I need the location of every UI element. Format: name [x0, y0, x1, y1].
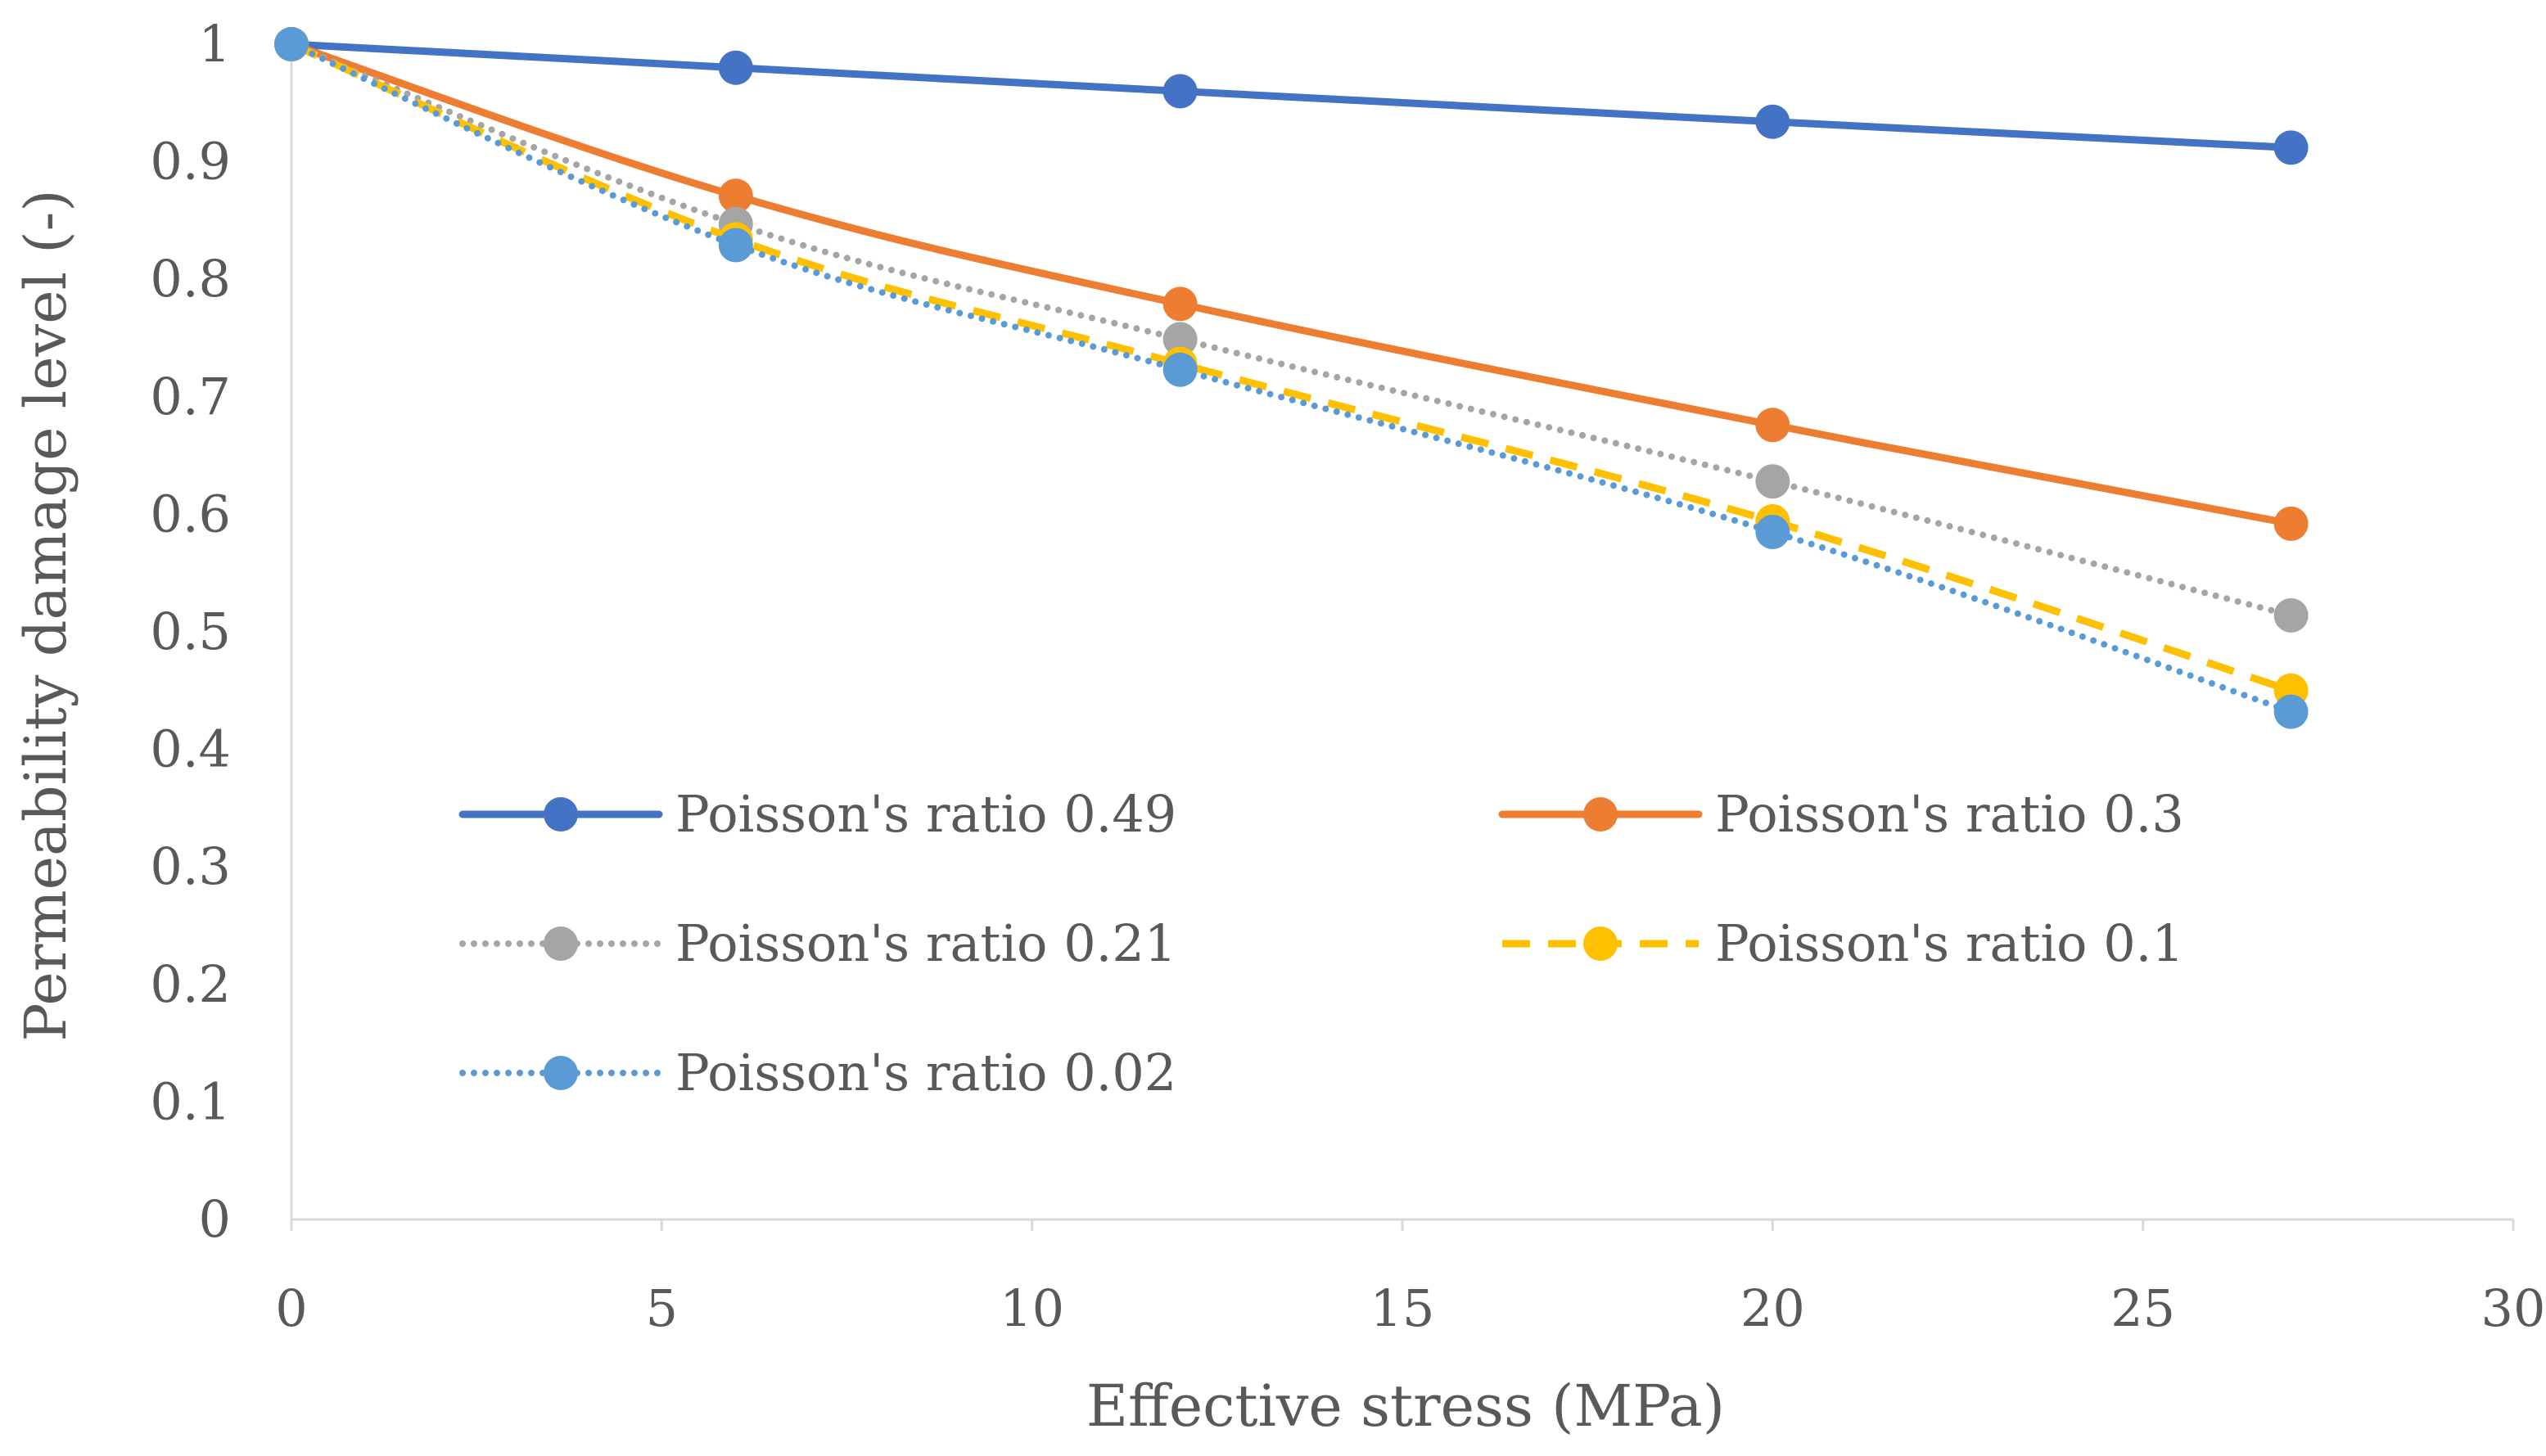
series-line	[288, 41, 2295, 619]
legend: Poisson's ratio 0.49 Poisson's ratio 0.3 P…	[458, 784, 2184, 1102]
legend-label: Poisson's ratio 0.49	[675, 784, 1176, 844]
legend-marker	[544, 926, 578, 961]
x-tick-label: 0	[275, 1278, 307, 1338]
legend-marker	[1583, 797, 1618, 832]
legend-marker	[1583, 926, 1618, 961]
legend-label: Poisson's ratio 0.02	[675, 1043, 1176, 1102]
series-5	[274, 27, 2309, 729]
legend-item: Poisson's ratio 0.49	[458, 784, 1176, 844]
y-tick-label: 0.6	[150, 484, 231, 543]
data-point	[718, 178, 753, 214]
data-point	[1755, 408, 1790, 443]
data-point	[1755, 104, 1790, 139]
data-point	[2273, 597, 2309, 633]
series-layer	[274, 27, 2309, 729]
y-tick-label: 0.3	[150, 836, 231, 896]
y-tick-label: 0.4	[150, 719, 231, 779]
x-tick-label: 20	[1740, 1278, 1805, 1338]
y-tick-label: 0	[199, 1189, 231, 1249]
x-axis-title: Effective stress (MPa)	[1086, 1373, 1725, 1440]
data-point	[1755, 514, 1790, 549]
data-point	[2273, 694, 2309, 729]
data-point	[1162, 74, 1198, 109]
y-tick-label: 0.2	[150, 954, 231, 1014]
legend-marker	[544, 797, 578, 832]
y-tick-label: 0.1	[150, 1071, 231, 1131]
data-point	[1755, 464, 1790, 499]
axes: 0 5 10 15 20 25 30 0 0.1 0.2 0.3 0.4 0.5 0.6 0.7 0.8 0.9…	[150, 14, 2545, 1338]
x-tick-label: 25	[2110, 1278, 2175, 1338]
legend-item: Poisson's ratio 0.3	[1498, 784, 2184, 844]
x-tick-label: 10	[1000, 1278, 1064, 1338]
legend-item: Poisson's ratio 0.1	[1502, 913, 2184, 973]
data-point	[2273, 506, 2309, 541]
y-tick-label: 0.9	[150, 132, 231, 192]
series-line	[287, 40, 2295, 151]
x-tick-label: 30	[2481, 1278, 2546, 1338]
data-point	[1162, 352, 1198, 387]
series-line	[290, 40, 2292, 695]
legend-label: Poisson's ratio 0.3	[1715, 784, 2184, 844]
y-tick-label: 0.8	[150, 249, 231, 309]
y-axis-title: Permeability damage level (-)	[12, 189, 79, 1041]
data-point	[2273, 130, 2309, 165]
data-point	[1162, 286, 1198, 322]
x-tick-label: 15	[1370, 1278, 1435, 1338]
legend-item: Poisson's ratio 0.02	[459, 1043, 1176, 1102]
data-point	[718, 50, 753, 85]
y-tick-label: 0.5	[150, 602, 231, 661]
series-line	[287, 40, 2295, 528]
x-tick-label: 5	[646, 1278, 678, 1338]
legend-label: Poisson's ratio 0.21	[675, 913, 1176, 973]
y-tick-label: 0.7	[150, 367, 231, 426]
legend-marker	[544, 1056, 578, 1090]
series-line	[288, 41, 2295, 715]
data-point	[1162, 322, 1198, 357]
legend-item: Poisson's ratio 0.21	[459, 913, 1176, 973]
data-point	[718, 228, 753, 263]
legend-label: Poisson's ratio 0.1	[1715, 913, 2184, 973]
data-point	[274, 27, 309, 61]
y-tick-label: 1	[199, 14, 231, 74]
